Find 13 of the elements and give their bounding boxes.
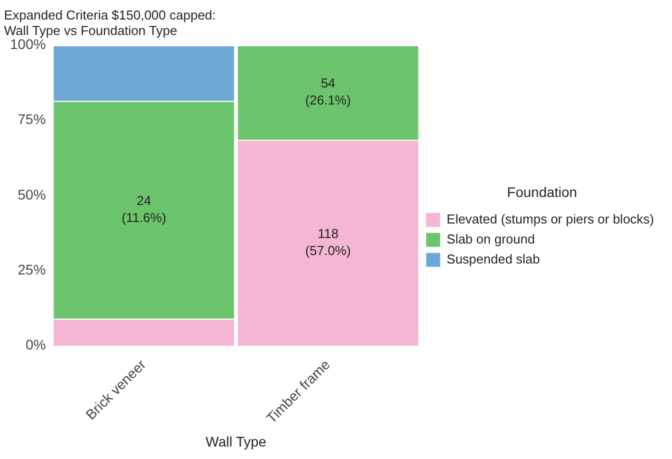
y-tick-label: 75% <box>18 111 46 128</box>
annotation: 118 (57.0%) <box>305 226 351 258</box>
legend-label: Elevated (stumps or piers or blocks) <box>446 211 654 226</box>
annotation: 54 (26.1%) <box>305 76 351 108</box>
legend-title: Foundation <box>507 184 578 200</box>
annotation: 24 (11.6%) <box>122 192 166 225</box>
y-tick-label: 25% <box>18 262 46 278</box>
y-tick-label: 50% <box>18 186 46 202</box>
chart-title: Expanded Criteria $150,000 capped: Wall Type vs Foundation Type <box>4 7 216 38</box>
y-tick-label: 0% <box>26 336 46 353</box>
legend-label: Suspended slab <box>446 251 540 266</box>
legend-label: Slab on ground <box>446 231 535 246</box>
x-axis-title: Wall Type <box>206 433 267 450</box>
